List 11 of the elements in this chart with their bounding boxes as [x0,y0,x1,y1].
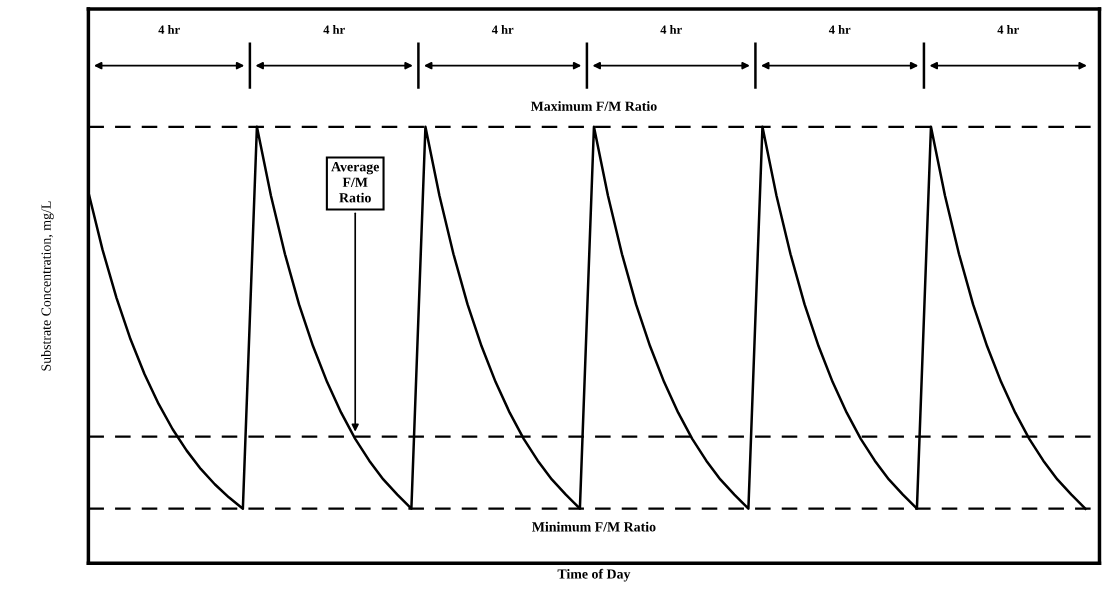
text: 4 hr [660,25,682,34]
text: 4 hr [828,25,851,34]
text: 4 hr [491,25,514,34]
ref-line-label: Maximum F/M Ratio [530,101,657,111]
text: 4 hr [997,25,1019,34]
text: 4 hr [323,25,345,34]
x-axis-title: Time of Day [557,568,631,582]
ref-line-label: Average F/M Ratio [331,162,380,203]
ref-line-label: Minimum F/M Ratio [532,521,656,532]
y-axis-title: Substrate Concentration, mg/L [41,201,54,371]
text: 4 hr [158,25,180,34]
